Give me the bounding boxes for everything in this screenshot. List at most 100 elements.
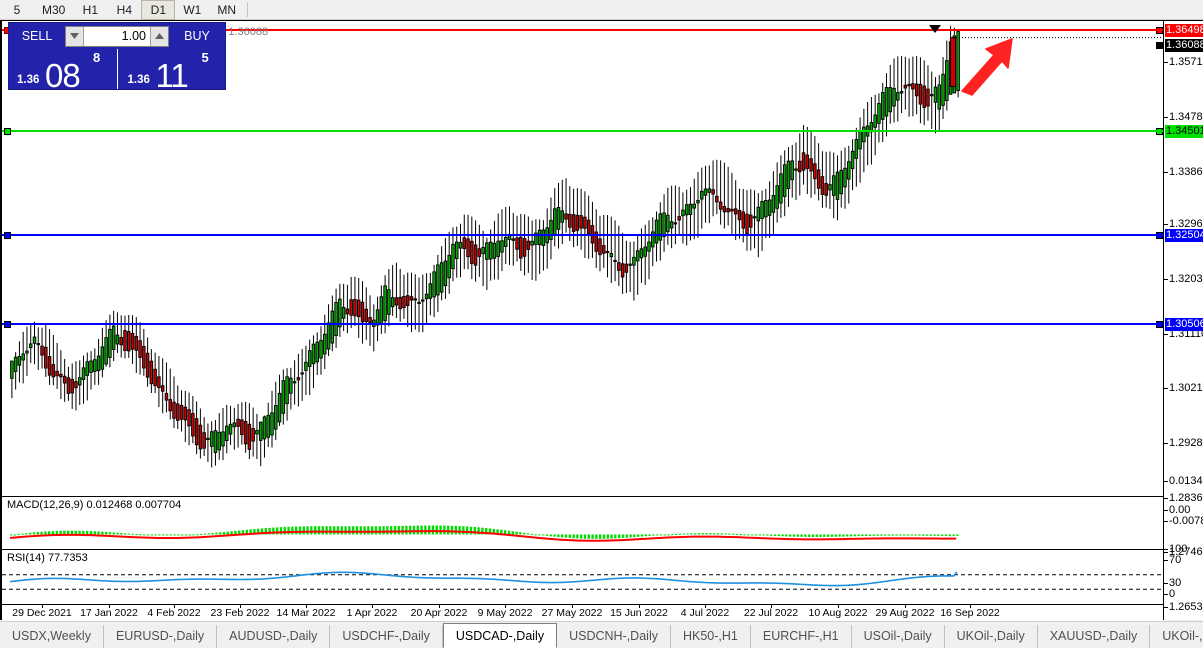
chart-tab-bar[interactable]: USDX,Weekly EURUSD-,Daily AUDUSD-,Daily USD… [0, 621, 1203, 648]
price-tick-highlighted: 1.34501 [1156, 125, 1203, 138]
buy-price-main: 11 [155, 57, 189, 89]
indicator-tick-label: -0.00788 [1169, 515, 1203, 527]
sell-price-prefix: 1.36 [17, 74, 40, 86]
level-line-handle[interactable] [4, 128, 11, 135]
level-line-handle[interactable] [4, 232, 11, 239]
date-tick-mark [306, 605, 307, 608]
price-tick: 1.31110 [1164, 328, 1203, 341]
chart-tab-usoil-daily[interactable]: USOil-,Daily [851, 625, 945, 648]
chart-tab-usdcnh-daily[interactable]: USDCNH-,Daily [557, 625, 671, 648]
buy-button[interactable]: BUY [172, 25, 222, 47]
indicator-scale-tick: 70 [1164, 554, 1203, 567]
chart-tab-hk50-h1[interactable]: HK50-,H1 [670, 625, 751, 648]
indicator-scale-tick: 30 [1164, 577, 1203, 590]
sell-price-main: 08 [45, 57, 81, 89]
price-tick-label: 1.29285 [1169, 437, 1203, 449]
timeframe-button-w1[interactable]: W1 [183, 3, 202, 17]
indicator-scale-tick: 100 [1164, 543, 1203, 556]
volume-input[interactable]: 1.00 [84, 26, 150, 46]
date-tick-mark [109, 605, 110, 608]
rsi-series [2, 571, 1163, 590]
date-tick-mark [240, 605, 241, 608]
price-pane[interactable]: USDCAD-,Daily 1.34726 1.36112 1.34660 1.… [2, 21, 1163, 495]
chart-tab-usdchf-daily[interactable]: USDCHF-,Daily [330, 625, 443, 648]
candlestick-series [10, 25, 1163, 468]
price-tick-highlighted: 1.32504 [1156, 229, 1203, 242]
indicator-tick-label: 70 [1169, 554, 1182, 566]
chart-tab-audusd-daily[interactable]: AUDUSD-,Daily [217, 625, 331, 648]
price-tick-dash [1164, 62, 1168, 63]
level-line-body [2, 234, 1163, 236]
date-axis: 29 Dec 2021 17 Jan 2022 4 Feb 2022 23 Feb 2… [2, 604, 1163, 621]
price-tick-label: 1.26535 [1169, 601, 1203, 613]
price-tick-marker-icon [1156, 42, 1163, 49]
chart-tab-usdx-weekly[interactable]: USDX,Weekly [0, 625, 104, 648]
date-tick-mark [572, 605, 573, 608]
date-tick-label: 1 Apr 2022 [346, 607, 398, 619]
date-tick-label: 20 Apr 2022 [410, 607, 468, 619]
buy-price-prefix: 1.36 [127, 74, 150, 86]
sell-button[interactable]: SELL [12, 25, 62, 47]
chart-area[interactable]: USDCAD-,Daily 1.34726 1.36112 1.34660 1.… [0, 20, 1203, 621]
timeframe-button-d1[interactable]: D1 [141, 0, 176, 20]
price-tick-label: 1.34785 [1169, 111, 1203, 123]
timeframe-button-mn[interactable]: MN [217, 3, 237, 17]
rsi-pane[interactable]: RSI(14) 77.7353 [2, 549, 1163, 604]
indicator-tick-label: 100 [1169, 543, 1188, 555]
price-tick-highlighted: 1.36088 [1156, 39, 1203, 52]
chart-tab-eurchf-h1[interactable]: EURCHF-,H1 [750, 625, 852, 648]
one-click-trading-panel[interactable]: SELL 1.00 BUY 1.36 08 8 1.36 11 5 [8, 22, 226, 90]
date-tick-mark [771, 605, 772, 608]
indicator-tick-label: 0.01343 [1169, 475, 1203, 487]
chart-tab-eurusd-daily[interactable]: EURUSD-,Daily [103, 625, 218, 648]
indicator-scale-tick: 0 [1164, 588, 1203, 601]
rsi-caption: RSI(14) 77.7353 [7, 552, 88, 564]
volume-stepper[interactable]: 1.00 [65, 25, 169, 47]
indicator-tick-label: 0 [1169, 588, 1176, 600]
price-tick-label: 1.32960 [1169, 218, 1203, 230]
date-tick-mark [42, 605, 43, 608]
timeframe-button-m30[interactable]: M30 [42, 3, 66, 17]
level-line-support-blue-2[interactable] [2, 321, 1163, 329]
timeframe-button-h1[interactable]: H1 [82, 3, 99, 17]
date-tick-mark [639, 605, 640, 608]
chart-tab-usdcad-daily[interactable]: USDCAD-,Daily [442, 623, 558, 648]
chart-tab-ukoil-da[interactable]: UKOil-,Da [1150, 625, 1203, 648]
price-tick-label: 1.30210 [1169, 382, 1203, 394]
sell-quote[interactable]: 1.36 08 8 [9, 49, 118, 89]
red-arrow-annotation [961, 38, 1013, 96]
price-tick-label: 1.33860 [1169, 166, 1203, 178]
indicator-scale-tick: 0.00 [1164, 504, 1203, 517]
level-line-body [2, 29, 1163, 31]
date-tick-label: 17 Jan 2022 [80, 607, 138, 619]
price-tick-dash [1164, 607, 1168, 608]
price-tick-dash [1164, 388, 1168, 389]
date-tick-label: 16 Sep 2022 [940, 607, 1000, 619]
price-tick-label: 1.35710 [1169, 56, 1203, 68]
timeframe-button-h4[interactable]: H4 [116, 3, 133, 17]
date-tick-mark [505, 605, 506, 608]
date-tick-mark [174, 605, 175, 608]
indicator-tick-dash [1164, 549, 1168, 550]
price-tick: 1.29285 [1164, 437, 1203, 450]
level-line-handle[interactable] [4, 321, 11, 328]
macd-series [9, 525, 959, 542]
price-axis[interactable]: 1.36498 1.36088 1.35710 1.34785 1.34501 1.338… [1156, 21, 1203, 620]
timeframe-button-5[interactable]: 5 [13, 3, 21, 17]
price-tick-highlighted: 1.30506 [1156, 318, 1203, 331]
price-tick-label: 1.36088 [1165, 39, 1203, 52]
caret-down-icon[interactable] [66, 26, 84, 46]
price-tick: 1.34785 [1164, 111, 1203, 124]
level-line-support-blue-1[interactable] [2, 232, 1163, 240]
price-tick-dash [1164, 172, 1168, 173]
price-tick-label: 1.34501 [1165, 125, 1203, 138]
chart-tab-ukoil-daily[interactable]: UKOil-,Daily [944, 625, 1038, 648]
price-tick: 1.35710 [1164, 56, 1203, 69]
chart-tab-xauusd-daily[interactable]: XAUUSD-,Daily [1037, 625, 1151, 648]
caret-up-icon[interactable] [150, 26, 168, 46]
level-line-support-green[interactable] [2, 128, 1163, 136]
buy-quote[interactable]: 1.36 11 5 [118, 49, 226, 89]
macd-pane[interactable]: MACD(12,26,9) 0.012468 0.007704 [2, 496, 1163, 548]
date-tick-label: 23 Feb 2022 [210, 607, 270, 619]
